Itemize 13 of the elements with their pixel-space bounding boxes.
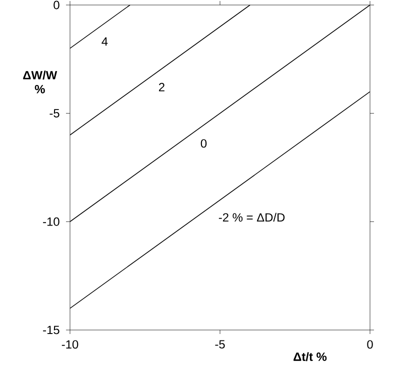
x-tick-label: 0 [367, 340, 373, 349]
series-label: 4 [102, 37, 108, 46]
series-label: 2 [158, 82, 164, 92]
y-tick-label: -10 [43, 217, 60, 226]
series-label: 0 [200, 139, 207, 148]
x-tick-label: -10 [62, 340, 78, 349]
x-tick-label: -5 [215, 340, 225, 349]
y-tick-label: -15 [43, 326, 60, 334]
y-tick-label: -5 [50, 109, 60, 118]
x-axis-title: Δt/t % [294, 352, 327, 362]
series-label: -2 % = ΔD/D [218, 212, 285, 222]
y-axis-title: ΔW/W % [23, 70, 58, 94]
y-tick-label: 0 [54, 0, 60, 10]
